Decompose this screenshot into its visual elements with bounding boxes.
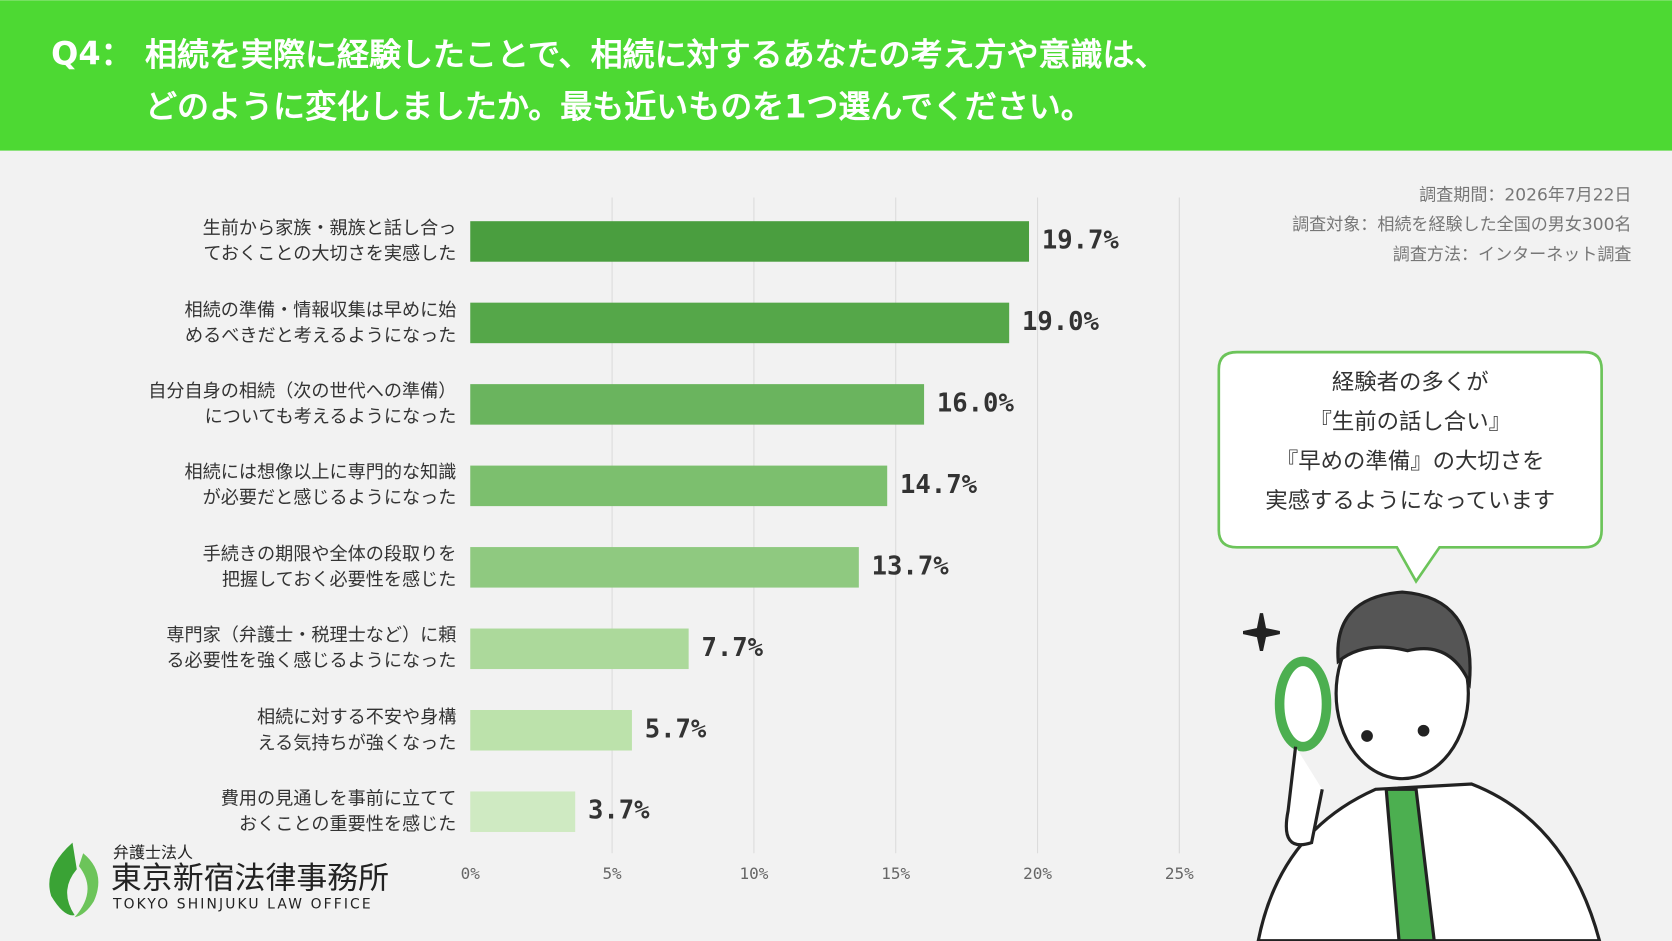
bar (470, 547, 859, 588)
callout-text: 経験者の多くが 『生前の話し合い』 『早めの準備』の大切さを 実感するようになっ… (1265, 369, 1556, 514)
category-label: 相続には想像以上に専門的な知識 が必要だと感じるようになった (184, 462, 457, 510)
x-tick-label: 0% (461, 864, 481, 883)
bar (470, 791, 576, 832)
category-box: 生前から家族・親族と話し合っ ておくことの大切さを実感した (202, 217, 457, 265)
value-label: 3.7% (588, 796, 650, 826)
x-tick-label: 20% (1023, 864, 1052, 883)
bar (470, 709, 632, 751)
category-box: 費用の見通しを事前に立てて おくことの重要性を感じた (220, 788, 457, 836)
x-tick-label: 10% (739, 864, 768, 883)
category-box: 専門家（弁護士・税理士など）に頼 る必要性を強く感じるようになった (166, 625, 457, 673)
x-tick-label: 25% (1165, 864, 1194, 883)
value-label: 16.0% (937, 388, 1015, 418)
category-label: 相続の準備・情報収集は早めに始 めるべきだと考えるようになった (184, 299, 457, 347)
category-label: 専門家（弁護士・税理士など）に頼 る必要性を強く感じるようになった (166, 625, 457, 673)
bar (470, 465, 888, 507)
callout-bubble (1217, 350, 1603, 584)
category-box: 相続には想像以上に専門的な知識 が必要だと感じるようになった (184, 462, 457, 510)
category-box: 相続の準備・情報収集は早めに始 めるべきだと考えるようになった (184, 299, 457, 347)
category-box: 手続きの期限や全体の段取りを 把握しておく必要性を感じた (202, 543, 457, 591)
value-label: 7.7% (701, 633, 763, 663)
category-label: 自分自身の相続（次の世代への準備） についても考えるようになった (148, 380, 457, 428)
survey-note: 調査対象：相続を経験した全国の男女300名 (1292, 215, 1631, 235)
category-label: 費用の見通しを事前に立てて おくことの重要性を感じた (220, 788, 457, 836)
bar (470, 302, 1010, 344)
header-band (0, 0, 1672, 151)
logo-name: 東京新宿法律事務所 (111, 860, 389, 896)
category-box: 自分自身の相続（次の世代への準備） についても考えるようになった (148, 380, 457, 428)
logo-sub: 弁護士法人 (113, 843, 193, 862)
illustration (1243, 590, 1602, 941)
callout-box: 経験者の多くが 『生前の話し合い』 『早めの準備』の大切さを 実感するようになっ… (1265, 369, 1556, 514)
value-label: 19.0% (1022, 307, 1100, 337)
value-label: 5.7% (645, 714, 707, 744)
survey-note: 調査方法：インターネット調査 (1393, 245, 1632, 265)
logo-english: TOKYO SHINJUKU LAW OFFICE (112, 896, 373, 912)
x-tick-label: 15% (881, 864, 910, 883)
bar (470, 221, 1030, 262)
category-label: 相続に対する不安や身構 える気持ちが強くなった (256, 706, 457, 754)
x-tick-label: 5% (602, 864, 622, 883)
question-text: 相続を実際に経験したことで、相続に対するあなたの考え方や意識は、 どのように変化… (145, 36, 1167, 127)
survey-note: 調査期間：2026年7月22日 (1419, 185, 1631, 205)
logo-mark (49, 842, 99, 918)
category-label: 生前から家族・親族と話し合っ ておくことの大切さを実感した (202, 217, 457, 265)
question-box: 相続を実際に経験したことで、相続に対するあなたの考え方や意識は、 どのように変化… (145, 36, 1167, 127)
value-label: 14.7% (900, 470, 978, 500)
category-label: 手続きの期限や全体の段取りを 把握しておく必要性を感じた (202, 543, 457, 591)
question-label: Q4： (51, 35, 132, 73)
category-box: 相続に対する不安や身構 える気持ちが強くなった (256, 706, 457, 754)
value-label: 13.7% (872, 551, 950, 581)
value-label: 19.7% (1042, 225, 1120, 255)
bar (470, 628, 689, 670)
bar (470, 384, 925, 425)
